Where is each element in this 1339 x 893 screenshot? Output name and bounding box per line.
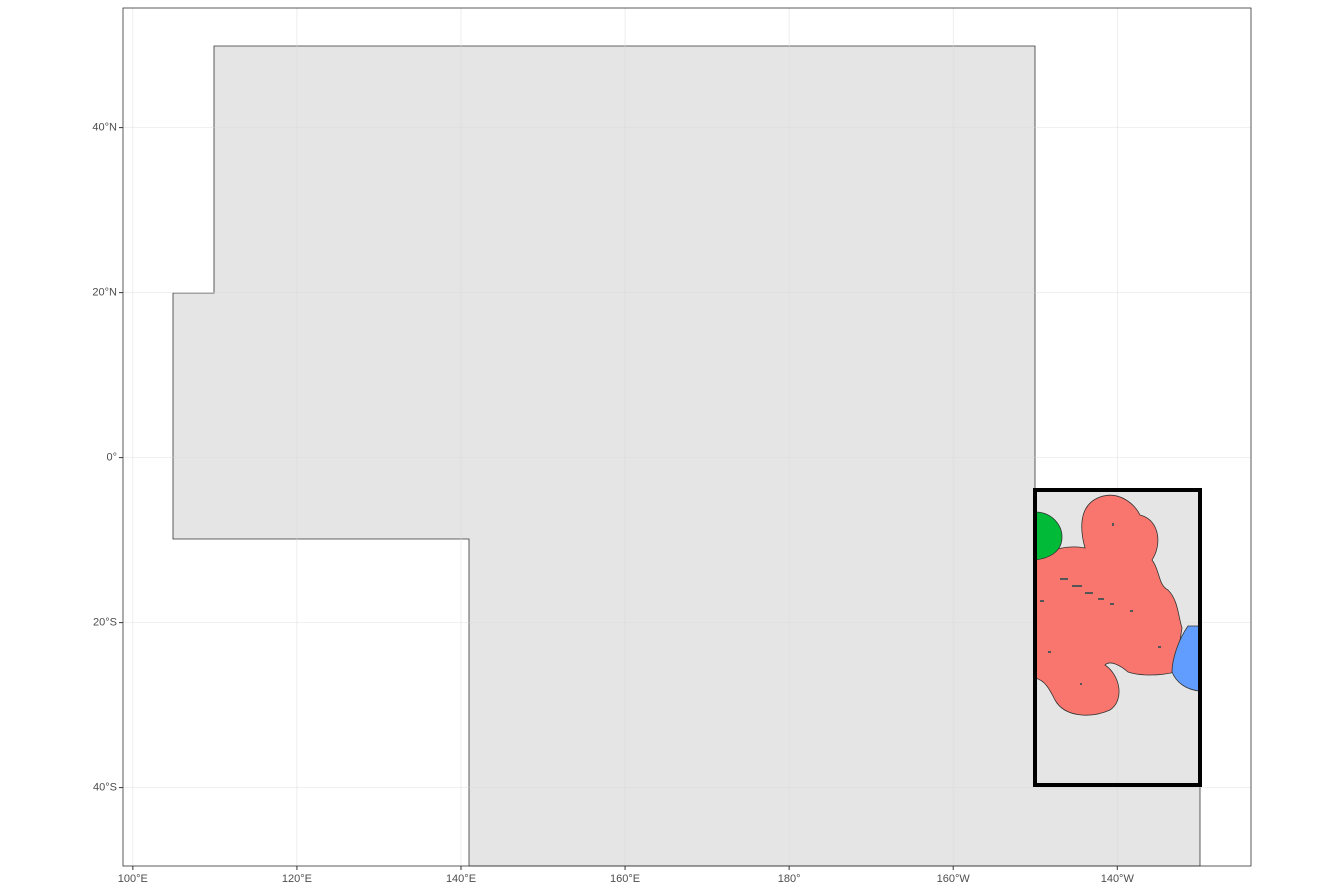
- bounding-box: [1033, 488, 1202, 787]
- zone-blue: [1171, 625, 1201, 692]
- x-tick-label: 160°E: [610, 873, 640, 885]
- grid: [123, 8, 1251, 866]
- y-tick-label: 40°N: [92, 122, 117, 134]
- y-tick-label: 40°S: [93, 782, 117, 794]
- y-tick-label: 20°N: [92, 287, 117, 299]
- y-tick-label: 20°S: [93, 617, 117, 629]
- zone-green: [1034, 511, 1063, 561]
- zone-red: [1034, 494, 1183, 716]
- x-tick-label: 120°E: [282, 873, 312, 885]
- y-tick-label: 0°: [106, 452, 117, 464]
- x-tick-label: 160°W: [937, 873, 971, 885]
- panel-border: [122, 7, 1252, 867]
- x-tick-label: 180°: [778, 873, 801, 885]
- x-tick-label: 140°E: [446, 873, 476, 885]
- islands: [1040, 523, 1161, 685]
- x-tick-label: 140°W: [1101, 873, 1135, 885]
- x-tick-label: 100°E: [118, 873, 148, 885]
